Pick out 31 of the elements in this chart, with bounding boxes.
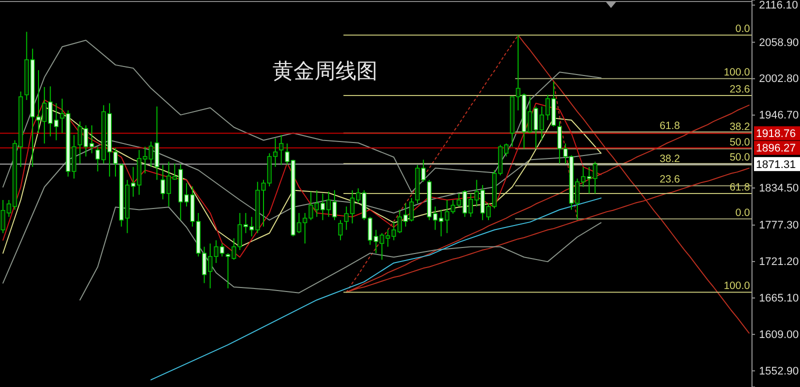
y-tick-label: 1609.00	[759, 328, 799, 341]
candlestick	[338, 220, 343, 241]
y-tick-label: 1777.30	[759, 220, 799, 232]
y-tick-label: 1665.10	[759, 292, 799, 304]
candlestick	[279, 134, 284, 166]
annotation: 0.0	[735, 23, 750, 36]
annotation: 38.2	[730, 121, 750, 134]
annotation: 100.0	[724, 280, 750, 292]
y-tick-label: 1946.70	[759, 110, 799, 122]
annotation: 0.0	[735, 206, 750, 219]
ref-line-label: 1896.27	[756, 142, 796, 155]
line-series	[79, 206, 602, 300]
annotation: 61.8	[660, 120, 680, 132]
annotation: 100.0	[724, 66, 750, 79]
annotation: 23.6	[660, 174, 680, 186]
annotation: 38.2	[660, 152, 680, 165]
y-tick-label: 1552.90	[759, 365, 799, 378]
y-tick-label: 2058.90	[759, 36, 799, 49]
annotation: 50.0	[730, 136, 750, 149]
line-series	[2, 140, 602, 284]
text: 黄金周线图	[272, 59, 378, 83]
annotation: 50.0	[730, 152, 750, 164]
y-tick-label: 2002.80	[759, 73, 799, 86]
line-series	[150, 198, 602, 380]
y-tick-label: 1834.50	[759, 182, 799, 194]
ref-line-label: 1918.76	[756, 128, 796, 140]
line-series	[2, 40, 602, 193]
annotation: 23.6	[730, 83, 750, 96]
ref-line-label: 1871.31	[756, 158, 796, 171]
y-tick-label: 1721.20	[759, 256, 799, 268]
y-tick-label: 2116.10	[759, 0, 798, 12]
